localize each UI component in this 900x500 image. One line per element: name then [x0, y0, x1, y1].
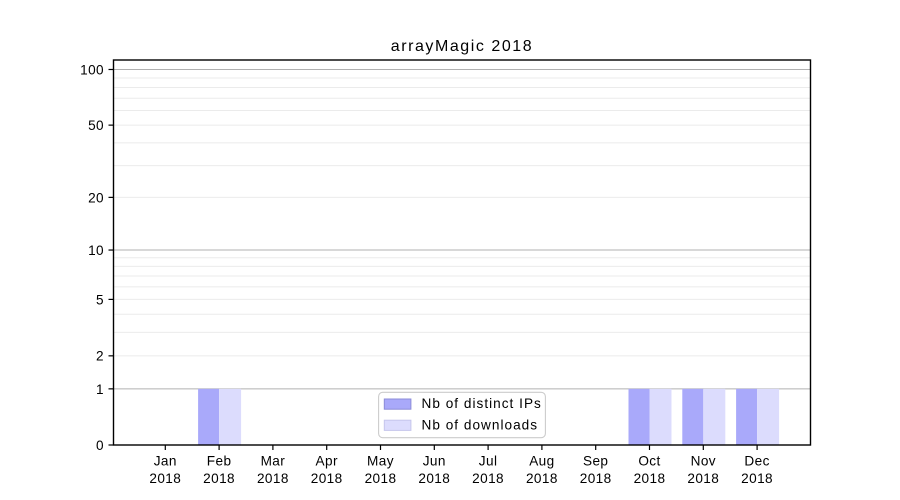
svg-text:Nb of distinct IPs: Nb of distinct IPs	[422, 396, 542, 411]
svg-text:2018: 2018	[203, 471, 235, 486]
svg-text:2018: 2018	[634, 471, 666, 486]
svg-text:5: 5	[96, 292, 104, 307]
svg-text:2018: 2018	[687, 471, 719, 486]
svg-text:arrayMagic 2018: arrayMagic 2018	[391, 38, 533, 55]
svg-text:2018: 2018	[418, 471, 450, 486]
svg-text:2018: 2018	[257, 471, 289, 486]
svg-text:2: 2	[96, 349, 104, 364]
svg-text:Dec: Dec	[744, 453, 769, 468]
svg-text:Jun: Jun	[423, 453, 446, 468]
svg-text:Jul: Jul	[479, 453, 498, 468]
svg-text:Mar: Mar	[261, 453, 286, 468]
svg-text:2018: 2018	[741, 471, 773, 486]
svg-text:2018: 2018	[149, 471, 181, 486]
svg-text:Jan: Jan	[154, 453, 177, 468]
svg-text:1: 1	[96, 382, 104, 397]
svg-text:0: 0	[96, 438, 104, 453]
svg-text:20: 20	[88, 190, 104, 205]
svg-text:2018: 2018	[526, 471, 558, 486]
svg-text:50: 50	[88, 118, 104, 133]
svg-text:Aug: Aug	[529, 453, 554, 468]
svg-text:Nb of downloads: Nb of downloads	[422, 417, 539, 432]
svg-text:May: May	[367, 453, 394, 468]
svg-text:Oct: Oct	[638, 453, 660, 468]
svg-text:10: 10	[88, 243, 104, 258]
svg-text:Nov: Nov	[691, 453, 716, 468]
svg-text:Apr: Apr	[316, 453, 338, 468]
svg-text:Feb: Feb	[207, 453, 232, 468]
svg-text:2018: 2018	[311, 471, 343, 486]
svg-text:Sep: Sep	[583, 453, 608, 468]
svg-text:2018: 2018	[365, 471, 397, 486]
svg-text:2018: 2018	[580, 471, 612, 486]
svg-text:2018: 2018	[472, 471, 504, 486]
svg-text:100: 100	[80, 62, 104, 77]
